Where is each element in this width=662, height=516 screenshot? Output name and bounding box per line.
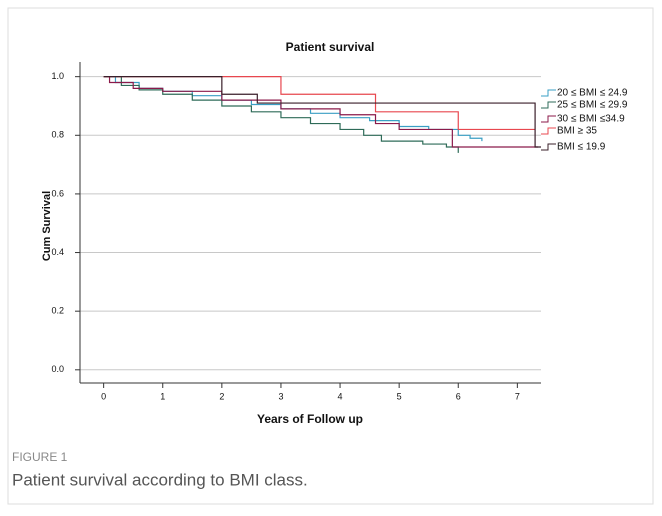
x-tick-label: 7 [515,391,520,401]
survival-curve [103,76,539,148]
survival-curve [103,76,459,153]
chart-title: Patient survival [286,40,375,54]
legend-marker [541,143,556,151]
y-axis-label: Cum Survival [41,191,53,261]
x-tick-label: 0 [101,391,106,401]
figure-label: FIGURE 1 [12,450,68,464]
x-tick-label: 4 [338,391,343,401]
x-tick-label: 5 [397,391,402,401]
y-tick-label: 0.4 [51,247,64,257]
x-tick-label: 2 [219,391,224,401]
legend-label: 20 ≤ BMI ≤ 24.9 [557,88,628,99]
figure-caption: Patient survival according to BMI class. [12,470,308,489]
x-tick-label: 3 [278,391,283,401]
x-tick-label: 1 [160,391,165,401]
legend-label: BMI ≤ 19.9 [557,142,606,153]
y-tick-label: 1.0 [51,71,64,81]
legend-label: 30 ≤ BMI ≤34.9 [557,114,625,125]
x-tick-label: 6 [456,391,461,401]
y-tick-label: 0.6 [51,188,64,198]
legend-label: 25 ≤ BMI ≤ 29.9 [557,100,628,111]
legend-label: BMI ≥ 35 [557,126,597,137]
x-axis-label: Years of Follow up [257,412,363,426]
legend-marker [541,101,556,109]
legend-marker [541,127,556,135]
legend-marker [541,115,556,123]
y-tick-label: 0.8 [51,130,64,140]
legend-marker [541,89,556,97]
y-tick-label: 0.0 [51,364,64,374]
figure-frame [7,7,654,505]
y-tick-label: 0.2 [51,306,64,316]
survival-curve [103,76,541,148]
